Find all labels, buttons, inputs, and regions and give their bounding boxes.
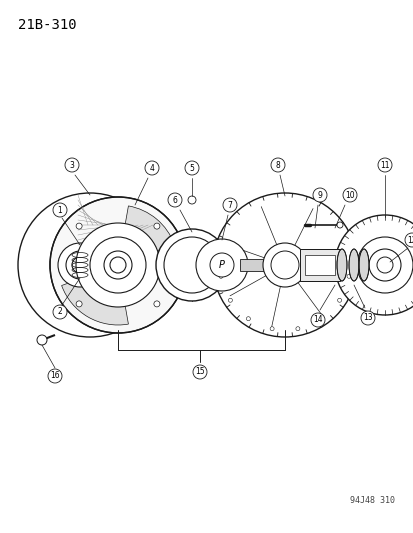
Text: 3: 3 (69, 160, 74, 169)
Circle shape (262, 243, 306, 287)
Circle shape (90, 237, 146, 293)
Circle shape (53, 305, 67, 319)
Circle shape (404, 233, 413, 247)
Circle shape (188, 196, 195, 204)
Circle shape (145, 161, 159, 175)
Circle shape (156, 229, 228, 301)
Bar (299, 249, 339, 281)
Text: P: P (218, 260, 224, 270)
Text: 13: 13 (362, 313, 372, 322)
Text: 9: 9 (317, 190, 322, 199)
Circle shape (269, 327, 273, 330)
Circle shape (271, 251, 298, 279)
Text: 11: 11 (379, 160, 389, 169)
Circle shape (195, 239, 247, 291)
Circle shape (376, 257, 392, 273)
Text: 4: 4 (149, 164, 154, 173)
Circle shape (76, 301, 82, 307)
Text: 7: 7 (227, 200, 232, 209)
Circle shape (110, 257, 126, 273)
Circle shape (185, 161, 199, 175)
Circle shape (377, 158, 391, 172)
Circle shape (246, 317, 250, 321)
Ellipse shape (358, 249, 368, 281)
Text: 94J48 310: 94J48 310 (349, 496, 394, 505)
Circle shape (76, 223, 159, 307)
Circle shape (104, 251, 132, 279)
Circle shape (48, 369, 62, 383)
Circle shape (271, 158, 284, 172)
Circle shape (336, 222, 342, 228)
Circle shape (368, 249, 400, 281)
Circle shape (50, 197, 185, 333)
Circle shape (360, 311, 374, 325)
Wedge shape (62, 265, 128, 325)
Circle shape (228, 298, 232, 302)
Text: 21B-310: 21B-310 (18, 18, 76, 32)
Circle shape (346, 274, 350, 278)
Bar (240, 259, 279, 271)
Circle shape (319, 317, 323, 321)
Circle shape (218, 274, 223, 278)
Circle shape (192, 365, 206, 379)
Circle shape (164, 237, 219, 293)
Circle shape (154, 223, 159, 229)
Circle shape (72, 257, 88, 273)
Circle shape (312, 188, 326, 202)
Circle shape (342, 188, 356, 202)
Text: 2: 2 (57, 308, 62, 317)
Circle shape (295, 327, 299, 330)
Text: 12: 12 (406, 236, 413, 245)
Bar (304, 255, 334, 275)
Circle shape (310, 313, 324, 327)
Circle shape (154, 301, 159, 307)
Text: 16: 16 (50, 372, 59, 381)
Circle shape (58, 243, 102, 287)
Circle shape (37, 335, 47, 345)
Circle shape (356, 237, 412, 293)
Circle shape (76, 223, 82, 229)
Text: 10: 10 (344, 190, 354, 199)
Ellipse shape (336, 249, 346, 281)
Circle shape (168, 193, 182, 207)
Text: 8: 8 (275, 160, 280, 169)
Text: 5: 5 (189, 164, 194, 173)
Circle shape (66, 251, 94, 279)
Circle shape (53, 203, 67, 217)
Circle shape (334, 215, 413, 315)
Text: 14: 14 (312, 316, 322, 325)
Circle shape (337, 298, 341, 302)
Circle shape (212, 193, 356, 337)
Circle shape (65, 158, 79, 172)
Circle shape (223, 198, 236, 212)
Circle shape (18, 193, 161, 337)
Wedge shape (118, 206, 174, 265)
Circle shape (209, 253, 233, 277)
Text: 1: 1 (57, 206, 62, 214)
Text: 15: 15 (195, 367, 204, 376)
Text: 6: 6 (172, 196, 177, 205)
Ellipse shape (348, 249, 358, 281)
